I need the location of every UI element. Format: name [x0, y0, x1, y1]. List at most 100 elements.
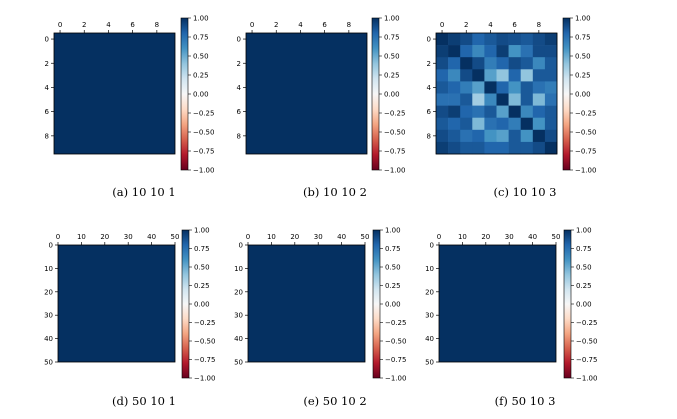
heatmap-cell: [460, 57, 473, 70]
x-tick-label: 6: [512, 21, 517, 29]
x-tick-label: 6: [322, 21, 327, 29]
colorbar-tick-label: −0.50: [576, 338, 597, 346]
colorbar-tick-label: −1.00: [385, 375, 406, 383]
y-tick-label: 0: [427, 36, 431, 44]
heatmap-cell: [544, 105, 558, 118]
colorbar-tick-label: 0.50: [575, 53, 591, 61]
heatmap-cell: [484, 45, 497, 58]
colorbar-tick-label: 1.00: [576, 227, 592, 235]
heatmap-cell: [484, 141, 497, 155]
heatmap-cell: [508, 129, 521, 143]
heatmap-cell: [460, 141, 473, 155]
colorbar-tick-label: 0.25: [576, 282, 592, 290]
y-tick-label: 10: [44, 265, 53, 273]
heatmap-cell: [448, 81, 461, 94]
colorbar-tick-label: −0.50: [384, 129, 405, 137]
heatmap-cell: [484, 33, 497, 46]
heatmap-cell: [496, 69, 509, 82]
heatmap-cell: [520, 57, 534, 70]
heatmap-cell: [448, 141, 461, 155]
colorbar: [180, 17, 189, 171]
colorbar-tick-label: −1.00: [575, 167, 596, 175]
colorbar-tick-label: −0.75: [385, 356, 406, 364]
y-tick-label: 10: [425, 265, 434, 273]
heatmap-cell: [532, 45, 546, 58]
heatmap-cell: [508, 117, 521, 131]
heatmap-cell: [484, 117, 497, 131]
y-tick-label: 20: [44, 288, 53, 296]
heatmap-cell: [496, 117, 509, 131]
colorbar-tick-label: 0.00: [575, 91, 591, 99]
y-tick-label: 4: [427, 84, 432, 92]
colorbar-tick-label: 1.00: [193, 15, 209, 23]
x-tick-label: 0: [437, 233, 441, 241]
panel-a: 0 0 2 2 4 4 6 6 8 8 1.00 0.75 0.50 0.25 0.00 −0.25 −0.50…: [45, 15, 215, 200]
heatmap-cell: [448, 57, 461, 70]
colorbar-tick-label: −0.25: [576, 319, 597, 327]
heatmap-cell: [460, 93, 473, 106]
colorbar-tick-label: 0.50: [384, 53, 400, 61]
panel-b: 0 0 2 2 4 4 6 6 8 8 1.00 0.75 0.50 0.25 0.00 −0.25 −0.50…: [237, 15, 406, 200]
heatmap-frame: [57, 244, 176, 363]
x-tick-label: 20: [481, 233, 490, 241]
heatmap-cells: [58, 245, 175, 362]
heatmap-cell: [532, 141, 546, 155]
heatmap-cell: [520, 45, 534, 58]
y-tick-label: 30: [234, 312, 243, 320]
colorbar-tick-label: 0.50: [385, 264, 401, 272]
heatmap-cell: [448, 93, 461, 106]
y-tick-label: 2: [237, 60, 241, 68]
heatmap-cell: [484, 57, 497, 70]
heatmap-cell: [436, 33, 449, 46]
colorbar-tick-label: 0.75: [193, 34, 209, 42]
heatmap-cell: [520, 81, 534, 94]
colorbar: [562, 17, 571, 171]
heatmap-cell: [532, 69, 546, 82]
colorbar-tick-label: −1.00: [193, 167, 214, 175]
heatmap-cell: [544, 117, 558, 131]
y-tick-label: 0: [430, 242, 434, 250]
colorbar: [372, 229, 381, 379]
colorbar-tick-label: −0.75: [193, 148, 214, 156]
y-tick-label: 50: [425, 359, 434, 367]
heatmap-cell: [436, 117, 449, 131]
heatmap-cell: [472, 141, 485, 155]
heatmap-cell: [520, 33, 534, 46]
heatmap-cell: [532, 57, 546, 70]
colorbar-tick-label: 0.00: [385, 301, 401, 309]
heatmap-cell: [496, 93, 509, 106]
x-tick-label: 8: [155, 21, 159, 29]
x-tick-label: 0: [250, 21, 254, 29]
colorbar-tick-label: 0.00: [193, 91, 209, 99]
colorbar-tick-label: 0.50: [194, 264, 210, 272]
x-tick-label: 0: [56, 233, 60, 241]
heatmap-cell: [544, 129, 558, 143]
heatmap-cell: [520, 93, 534, 106]
heatmap-cell: [496, 129, 509, 143]
heatmap-cell: [436, 45, 449, 58]
colorbar: [563, 229, 572, 379]
heatmap-cell: [508, 93, 521, 106]
heatmap-cell: [436, 81, 449, 94]
colorbar-tick-label: −0.25: [575, 110, 596, 118]
colorbar-tick-label: 0.75: [576, 245, 592, 253]
heatmap-cell: [496, 141, 509, 155]
x-tick-label: 50: [361, 233, 370, 241]
heatmap-cell: [460, 105, 473, 118]
colorbar-tick-label: 1.00: [385, 227, 401, 235]
heatmap-cells: [54, 33, 175, 154]
colorbar-tick-label: 0.00: [576, 301, 592, 309]
x-tick-label: 50: [171, 233, 180, 241]
colorbar-tick-label: −0.50: [194, 338, 215, 346]
x-tick-label: 6: [130, 21, 135, 29]
subfigure-caption: (b) 10 10 2: [303, 185, 367, 199]
heatmap-cell: [532, 33, 546, 46]
subfigure-caption: (a) 10 10 1: [112, 185, 175, 199]
x-tick-label: 20: [290, 233, 299, 241]
x-tick-label: 4: [488, 21, 493, 29]
heatmap-cell: [472, 69, 485, 82]
colorbar: [181, 229, 190, 379]
y-tick-label: 40: [44, 335, 53, 343]
heatmap-cell: [484, 129, 497, 143]
heatmap-cell: [532, 81, 546, 94]
